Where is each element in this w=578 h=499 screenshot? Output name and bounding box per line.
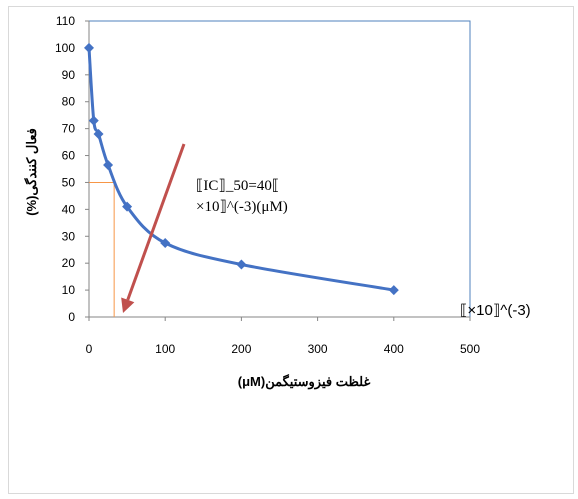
fit-curve: [87, 47, 395, 292]
x-tick-label: 0: [86, 342, 93, 356]
x-tick-label: 400: [384, 342, 404, 356]
x-axis-ticks: 0 100 200 300 400 500: [86, 317, 480, 356]
arrow-head: [121, 297, 135, 313]
x-tick-label: 500: [460, 342, 480, 356]
data-point: [88, 115, 99, 126]
x-tick-label: 200: [231, 342, 251, 356]
data-point: [93, 129, 104, 140]
y-tick-label: 80: [62, 95, 76, 109]
data-point: [388, 285, 399, 296]
x-axis-unit-label: ⟦×10⟧^(-3): [460, 302, 531, 319]
x-tick-label: 300: [308, 342, 328, 356]
chart-frame: [8, 6, 574, 494]
y-tick-label: 10: [62, 283, 76, 297]
data-point: [160, 238, 171, 248]
y-tick-label: 70: [62, 122, 76, 136]
data-point: [103, 159, 114, 170]
arrow-shaft: [126, 143, 186, 301]
y-tick-label: 50: [62, 175, 76, 189]
x-tick-label: 100: [155, 342, 175, 356]
x-axis-label: غلظت فیزوستیگمن(μM): [238, 373, 371, 390]
y-tick-label: 20: [62, 256, 76, 270]
y-tick-label: 30: [62, 229, 76, 243]
data-points: [84, 42, 399, 296]
ic50-reference-lines: [89, 181, 115, 317]
y-axis-label: فعال کنندگی(%): [23, 128, 39, 216]
y-tick-label: 110: [56, 14, 75, 28]
y-axis-ticks: 0 10 20 30 40 50 60 70 80 90 100 110: [55, 14, 89, 324]
y-tick-label: 90: [62, 68, 76, 82]
y-tick-label: 60: [62, 149, 76, 163]
ic50-label-line1: ⟦IC⟧_50=40⟦: [196, 178, 279, 194]
y-tick-label: 100: [55, 41, 75, 55]
ic50-arrow: [121, 143, 186, 313]
y-tick-label: 40: [62, 202, 76, 216]
data-point: [236, 259, 247, 270]
data-point: [122, 201, 133, 212]
data-point: [84, 42, 94, 53]
y-tick-label: 0: [68, 310, 75, 324]
ic50-label-line2: ×10⟧^(-3)(μM): [196, 199, 288, 215]
